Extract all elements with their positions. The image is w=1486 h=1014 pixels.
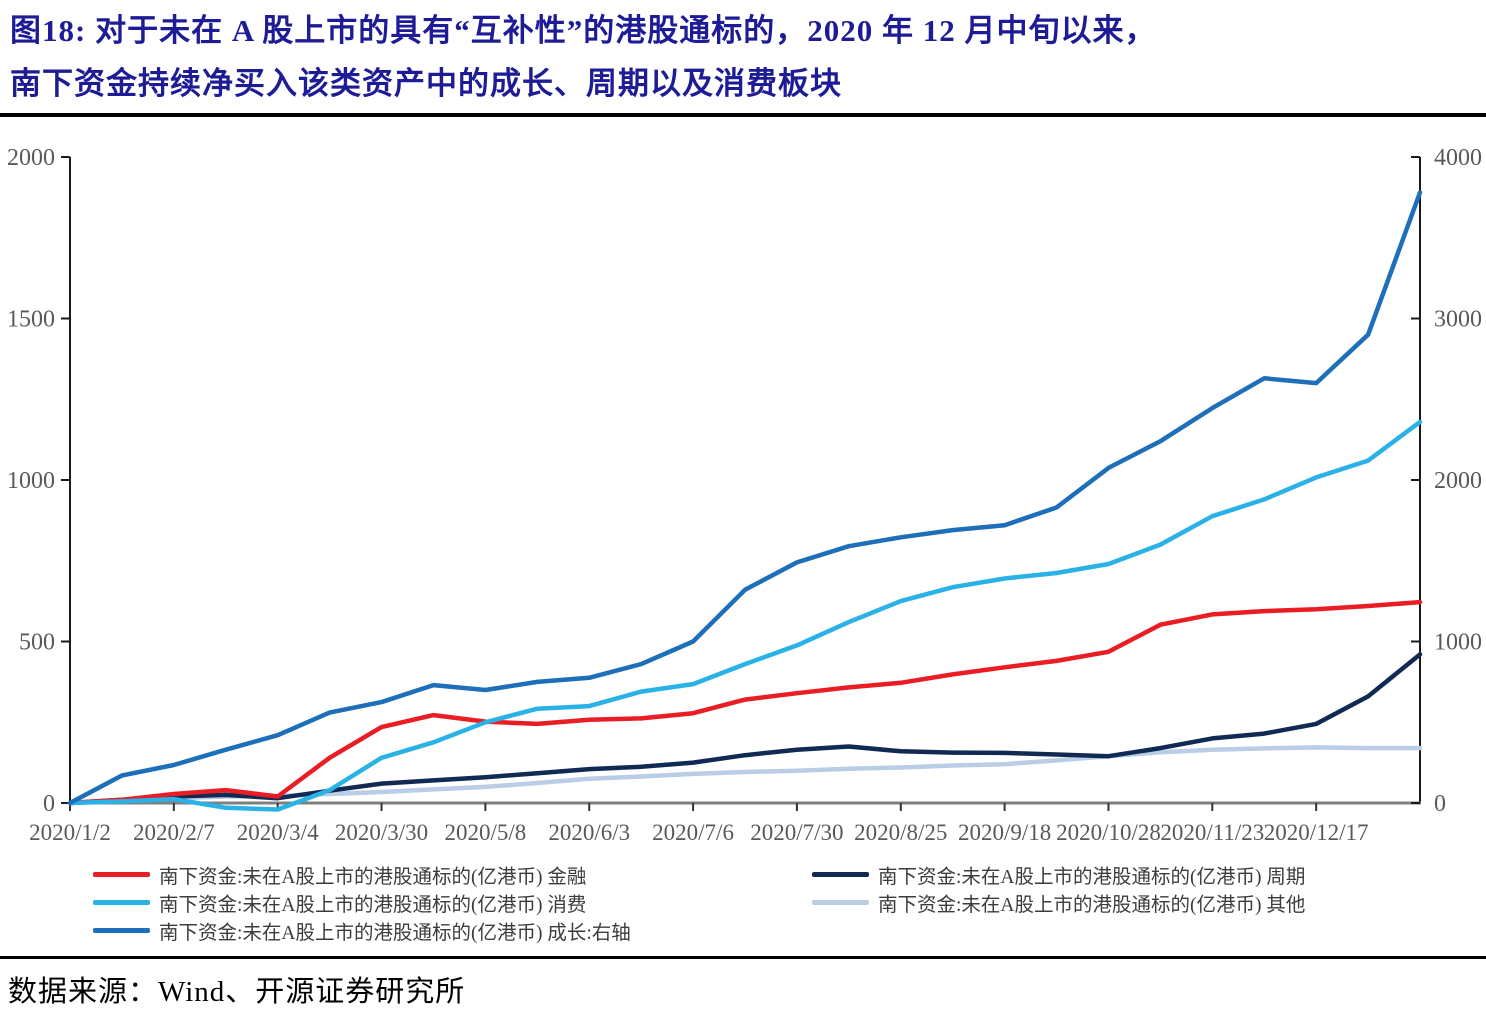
- legend-item-consumer: 南下资金:未在A股上市的港股通标的(亿港币) 消费: [93, 888, 631, 916]
- legend-swatch-cyclical: [812, 871, 869, 877]
- legend-swatch-growth: [93, 927, 150, 933]
- right-axis-tick-label: 2000: [1434, 468, 1482, 494]
- left-axis-tick-label: 2000: [7, 145, 55, 171]
- x-axis-tick-label: 2020/2/7: [133, 820, 215, 845]
- series-line-growth: [67, 190, 1423, 806]
- legend-label-consumer: 南下资金:未在A股上市的港股通标的(亿港币) 消费: [159, 894, 587, 916]
- x-axis-tick-label: 2020/5/8: [444, 820, 526, 845]
- right-axis-tick-label: 0: [1434, 791, 1446, 817]
- title-divider: [0, 113, 1486, 117]
- series-line-finance: [67, 599, 1423, 806]
- legend-label-finance: 南下资金:未在A股上市的港股通标的(亿港币) 金融: [159, 866, 587, 888]
- x-axis-tick-label: 2020/12/17: [1264, 820, 1369, 845]
- series-line-cyclical: [67, 652, 1423, 806]
- x-axis-tick-label: 2020/7/6: [652, 820, 734, 845]
- legend-swatch-other: [812, 899, 869, 905]
- x-axis-tick-label: 2020/11/23: [1160, 820, 1264, 845]
- legend-swatch-consumer: [93, 899, 150, 905]
- legend-column-left: 南下资金:未在A股上市的港股通标的(亿港币) 金融 南下资金:未在A股上市的港股…: [93, 860, 631, 944]
- left-axis-tick-label: 0: [43, 791, 55, 817]
- data-source-note: 数据来源：Wind、开源证券研究所: [8, 976, 466, 1008]
- x-axis-tick-label: 2020/3/4: [237, 820, 319, 845]
- figure-title-line2: 南下资金持续净买入该类资产中的成长、周期以及消费板块: [10, 66, 842, 101]
- left-axis-tick-label: 1000: [7, 468, 55, 494]
- figure-title: 图18: 对于未在 A 股上市的具有“互补性”的港股通标的，2020 年 12 …: [10, 4, 1486, 110]
- legend-swatch-finance: [93, 871, 150, 877]
- legend-label-other: 南下资金:未在A股上市的港股通标的(亿港币) 其他: [878, 894, 1306, 916]
- x-axis-tick-label: 2020/8/25: [854, 820, 947, 845]
- footer-divider: [0, 956, 1486, 959]
- legend-label-growth: 南下资金:未在A股上市的港股通标的(亿港币) 成长:右轴: [159, 922, 631, 944]
- x-axis-tick-label: 2020/6/3: [548, 820, 630, 845]
- x-axis-tick-label: 2020/3/30: [335, 820, 428, 845]
- right-axis-tick-label: 1000: [1434, 630, 1482, 656]
- x-axis-tick-label: 2020/7/30: [750, 820, 843, 845]
- right-axis-tick-label: 3000: [1434, 307, 1482, 333]
- legend-item-growth: 南下资金:未在A股上市的港股通标的(亿港币) 成长:右轴: [93, 916, 631, 944]
- x-axis-tick-label: 2020/9/18: [958, 820, 1051, 845]
- x-axis-tick-label: 2020/1/2: [29, 820, 111, 845]
- legend-column-right: 南下资金:未在A股上市的港股通标的(亿港币) 周期 南下资金:未在A股上市的港股…: [812, 860, 1305, 916]
- right-axis-tick-label: 4000: [1434, 145, 1482, 171]
- legend-item-finance: 南下资金:未在A股上市的港股通标的(亿港币) 金融: [93, 860, 631, 888]
- figure-title-line1: 图18: 对于未在 A 股上市的具有“互补性”的港股通标的，2020 年 12 …: [10, 13, 1157, 48]
- left-axis-tick-label: 1500: [7, 307, 55, 333]
- series-line-consumer: [67, 419, 1423, 812]
- left-axis-tick-label: 500: [19, 630, 55, 656]
- legend-label-cyclical: 南下资金:未在A股上市的港股通标的(亿港币) 周期: [878, 866, 1306, 888]
- legend-item-other: 南下资金:未在A股上市的港股通标的(亿港币) 其他: [812, 888, 1305, 916]
- legend-item-cyclical: 南下资金:未在A股上市的港股通标的(亿港币) 周期: [812, 860, 1305, 888]
- x-axis-tick-label: 2020/10/28: [1056, 820, 1161, 845]
